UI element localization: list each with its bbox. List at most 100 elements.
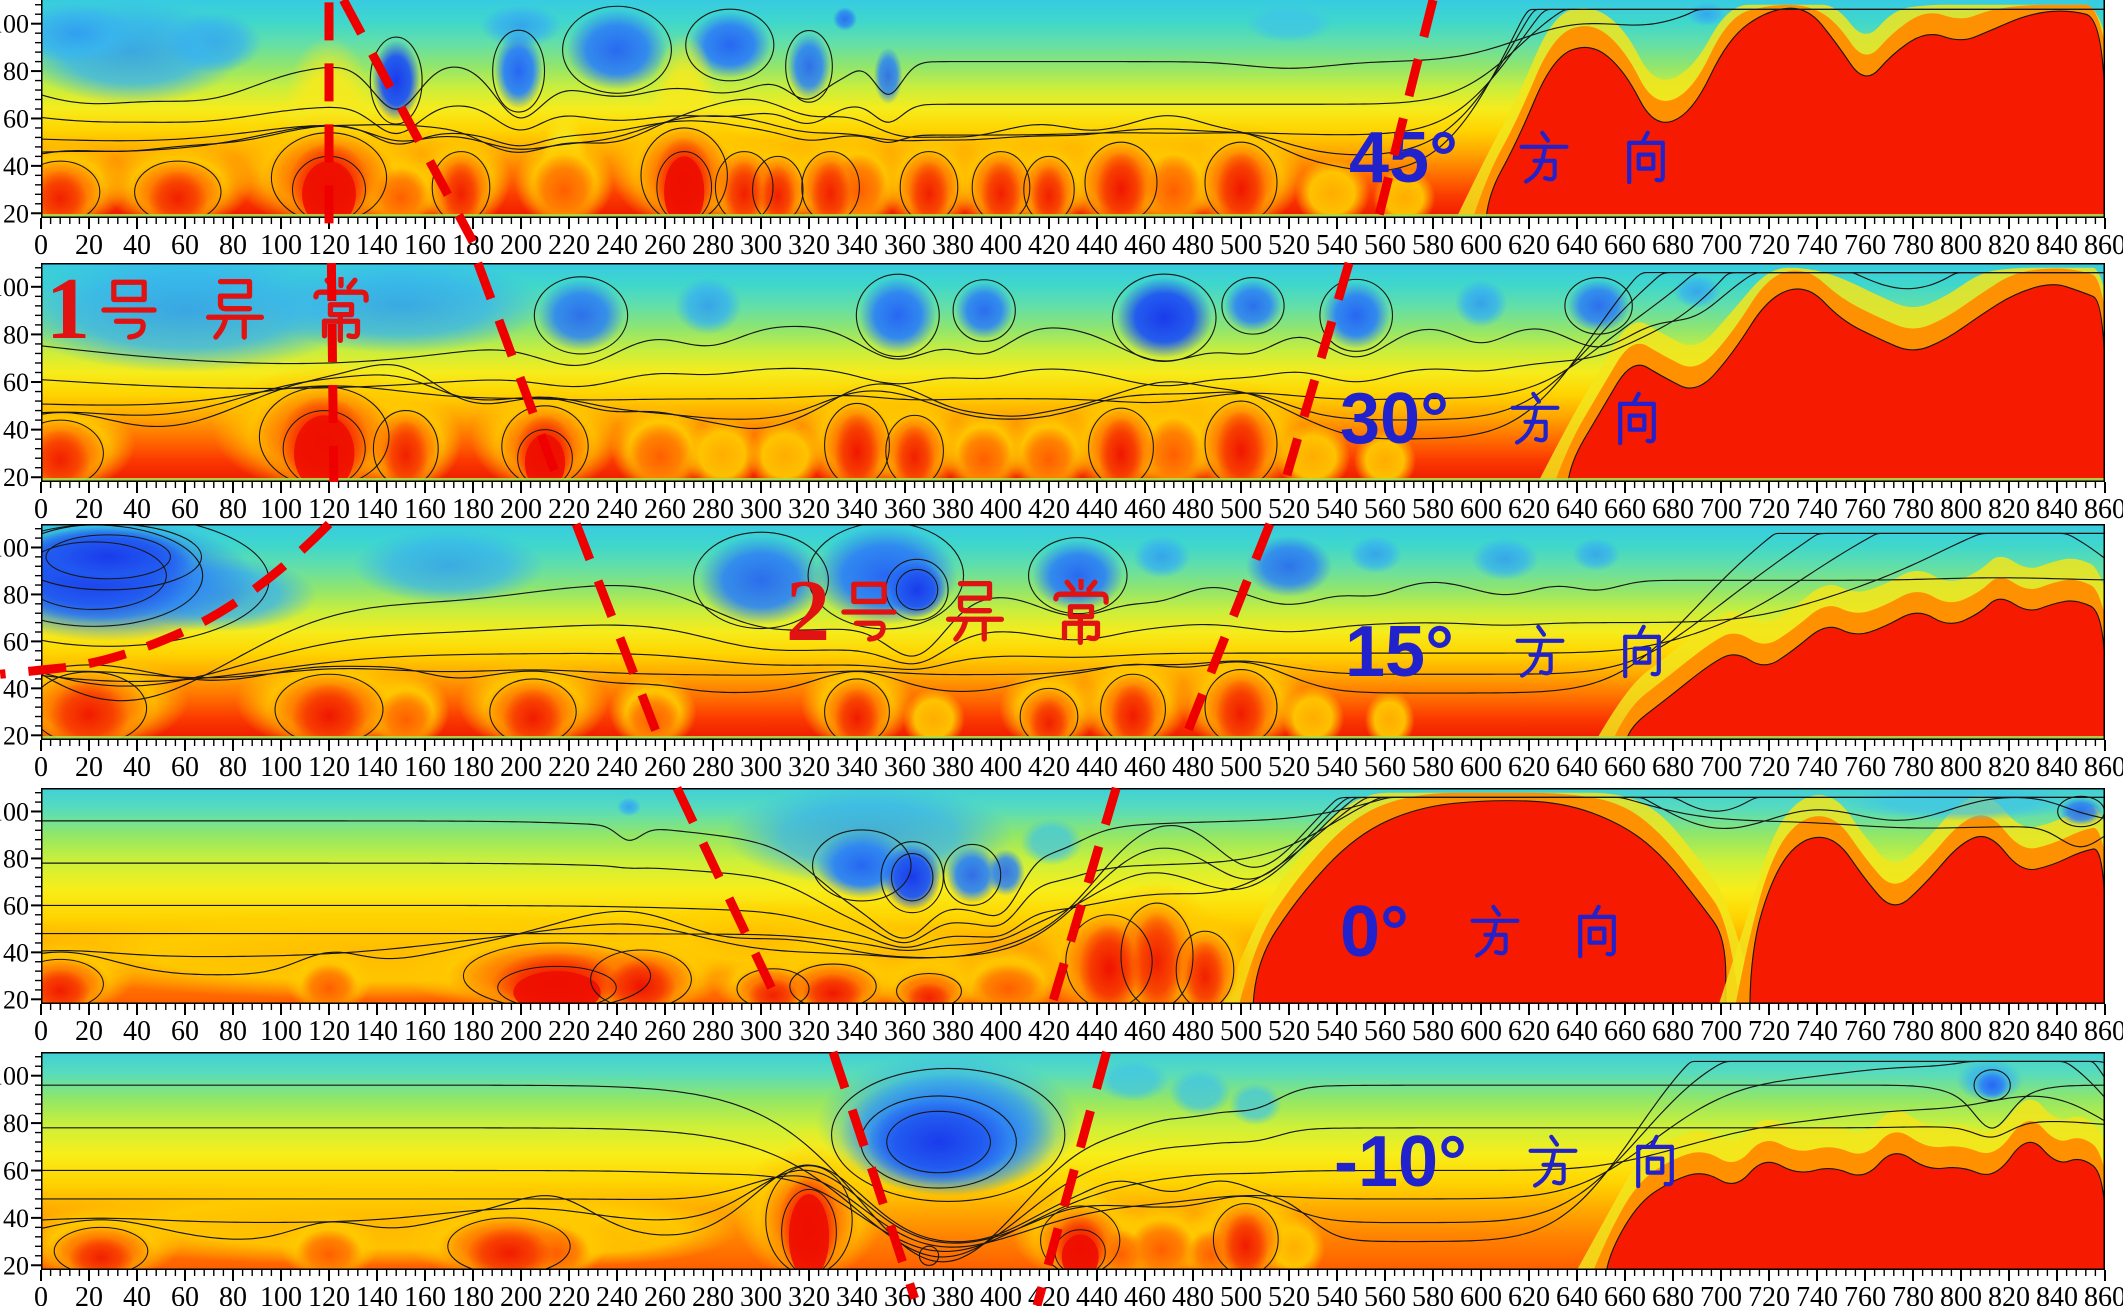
svg-text:200: 200 xyxy=(500,494,542,525)
svg-text:240: 240 xyxy=(596,1016,638,1047)
svg-text:600: 600 xyxy=(1460,752,1502,783)
svg-text:620: 620 xyxy=(1508,230,1550,261)
svg-text:20: 20 xyxy=(75,494,103,525)
svg-text:40: 40 xyxy=(3,674,29,703)
svg-text:760: 760 xyxy=(1844,1282,1886,1306)
direction-label-30°: 30° xyxy=(1340,383,1665,455)
svg-text:220: 220 xyxy=(548,494,590,525)
contour-panel-15° xyxy=(41,524,2105,740)
svg-text:620: 620 xyxy=(1508,752,1550,783)
svg-text:280: 280 xyxy=(692,494,734,525)
direction-label-45°: 45° xyxy=(1349,122,1674,194)
svg-text:80: 80 xyxy=(3,1109,29,1138)
cjk-glyph xyxy=(1622,624,1661,679)
svg-text:60: 60 xyxy=(171,752,199,783)
svg-text:480: 480 xyxy=(1172,494,1214,525)
svg-text:100: 100 xyxy=(0,797,29,826)
svg-text:0: 0 xyxy=(34,230,48,261)
svg-text:20: 20 xyxy=(75,1016,103,1047)
svg-text:700: 700 xyxy=(1700,230,1742,261)
svg-text:300: 300 xyxy=(740,752,782,783)
x-axis: 0 20 40 60 80 100 120 140 160 180 200 220 240 260 280 3… xyxy=(34,1004,2123,1047)
svg-text:560: 560 xyxy=(1364,494,1406,525)
svg-text:300: 300 xyxy=(740,1016,782,1047)
direction-label-15°: 15° xyxy=(1345,616,1670,688)
x-axis: 0 20 40 60 80 100 120 140 160 180 200 220 240 260 280 3… xyxy=(34,482,2123,525)
x-axis: 0 20 40 60 80 100 120 140 160 180 200 220 240 260 280 3… xyxy=(34,740,2123,783)
svg-text:640: 640 xyxy=(1556,752,1598,783)
svg-text:680: 680 xyxy=(1652,752,1694,783)
svg-text:140: 140 xyxy=(356,752,398,783)
svg-text:740: 740 xyxy=(1796,752,1838,783)
direction-label--10°: -10° xyxy=(1334,1126,1683,1198)
svg-text:500: 500 xyxy=(1220,494,1262,525)
svg-text:160: 160 xyxy=(404,494,446,525)
svg-text:40: 40 xyxy=(123,1282,151,1306)
svg-text:260: 260 xyxy=(644,1282,686,1306)
svg-text:340: 340 xyxy=(836,1282,878,1306)
svg-text:600: 600 xyxy=(1460,494,1502,525)
svg-text:520: 520 xyxy=(1268,494,1310,525)
svg-text:600: 600 xyxy=(1460,230,1502,261)
svg-text:620: 620 xyxy=(1508,494,1550,525)
direction-angle: 15° xyxy=(1345,612,1454,692)
svg-text:660: 660 xyxy=(1604,1282,1646,1306)
svg-text:740: 740 xyxy=(1796,230,1838,261)
svg-text:540: 540 xyxy=(1316,1282,1358,1306)
svg-text:800: 800 xyxy=(1940,1016,1982,1047)
svg-text:80: 80 xyxy=(3,844,29,873)
svg-text:400: 400 xyxy=(980,752,1022,783)
svg-text:760: 760 xyxy=(1844,494,1886,525)
svg-text:260: 260 xyxy=(644,230,686,261)
svg-text:560: 560 xyxy=(1364,752,1406,783)
svg-text:780: 780 xyxy=(1892,1282,1934,1306)
svg-text:60: 60 xyxy=(171,1282,199,1306)
svg-text:80: 80 xyxy=(3,580,29,609)
svg-text:360: 360 xyxy=(884,494,926,525)
svg-text:760: 760 xyxy=(1844,230,1886,261)
svg-text:60: 60 xyxy=(3,627,29,656)
svg-text:320: 320 xyxy=(788,752,830,783)
direction-angle: -10° xyxy=(1334,1122,1467,1202)
svg-text:440: 440 xyxy=(1076,752,1118,783)
svg-text:460: 460 xyxy=(1124,1016,1166,1047)
svg-text:800: 800 xyxy=(1940,1282,1982,1306)
svg-text:60: 60 xyxy=(3,104,29,133)
svg-text:20: 20 xyxy=(3,721,29,748)
svg-text:580: 580 xyxy=(1412,230,1454,261)
svg-text:40: 40 xyxy=(123,752,151,783)
direction-angle: 30° xyxy=(1340,379,1449,459)
svg-text:420: 420 xyxy=(1028,494,1070,525)
svg-text:20: 20 xyxy=(75,1282,103,1306)
y-axis: 20 40 60 80 100 xyxy=(0,1056,41,1278)
svg-text:700: 700 xyxy=(1700,1016,1742,1047)
svg-text:380: 380 xyxy=(932,494,974,525)
svg-text:540: 540 xyxy=(1316,230,1358,261)
svg-text:80: 80 xyxy=(219,230,247,261)
svg-text:860: 860 xyxy=(2084,752,2123,783)
svg-text:40: 40 xyxy=(3,152,29,181)
svg-text:100: 100 xyxy=(0,273,29,302)
svg-text:360: 360 xyxy=(884,752,926,783)
svg-text:540: 540 xyxy=(1316,494,1358,525)
svg-text:460: 460 xyxy=(1124,752,1166,783)
svg-text:860: 860 xyxy=(2084,1016,2123,1047)
svg-text:60: 60 xyxy=(171,494,199,525)
svg-text:640: 640 xyxy=(1556,230,1598,261)
svg-text:40: 40 xyxy=(123,494,151,525)
svg-text:100: 100 xyxy=(260,230,302,261)
svg-text:120: 120 xyxy=(308,230,350,261)
svg-text:80: 80 xyxy=(219,752,247,783)
anomaly-number: 2 xyxy=(786,563,830,660)
y-axis: 20 40 60 80 100 xyxy=(0,527,41,748)
cjk-glyph xyxy=(841,581,897,642)
svg-text:120: 120 xyxy=(308,1016,350,1047)
anomaly-label-2: 2 xyxy=(786,568,1114,656)
svg-text:160: 160 xyxy=(404,1282,446,1306)
svg-text:660: 660 xyxy=(1604,1016,1646,1047)
anomaly-label-1: 1 xyxy=(46,266,374,354)
svg-text:140: 140 xyxy=(356,1282,398,1306)
svg-text:560: 560 xyxy=(1364,230,1406,261)
svg-text:500: 500 xyxy=(1220,230,1262,261)
svg-text:200: 200 xyxy=(500,230,542,261)
